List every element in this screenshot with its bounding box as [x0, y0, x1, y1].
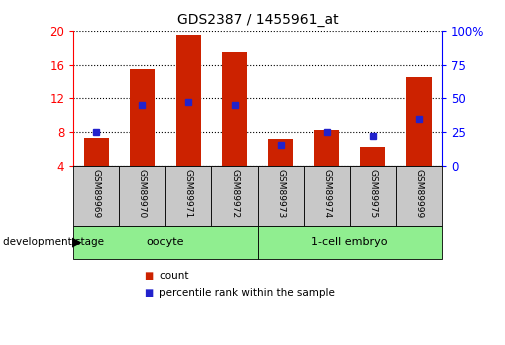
Text: ▶: ▶: [72, 236, 81, 249]
Text: GSM89971: GSM89971: [184, 169, 193, 218]
Bar: [222, 52, 247, 166]
Bar: [406, 77, 431, 166]
Bar: [268, 139, 293, 166]
Title: GDS2387 / 1455961_at: GDS2387 / 1455961_at: [177, 13, 338, 27]
Text: GSM89969: GSM89969: [92, 169, 101, 218]
Text: development stage: development stage: [3, 237, 104, 247]
Bar: [176, 35, 201, 166]
Text: GSM89975: GSM89975: [368, 169, 377, 218]
Bar: [130, 69, 155, 166]
Text: GSM89973: GSM89973: [276, 169, 285, 218]
Text: GSM89974: GSM89974: [322, 169, 331, 218]
Text: 1-cell embryo: 1-cell embryo: [312, 237, 388, 247]
Text: oocyte: oocyte: [146, 237, 184, 247]
Text: ■: ■: [144, 271, 153, 281]
Bar: [84, 138, 109, 166]
Text: count: count: [159, 271, 188, 281]
Bar: [360, 147, 385, 166]
Text: percentile rank within the sample: percentile rank within the sample: [159, 288, 335, 298]
Text: GSM89999: GSM89999: [414, 169, 423, 218]
Text: GSM89970: GSM89970: [138, 169, 147, 218]
Text: GSM89972: GSM89972: [230, 169, 239, 218]
Text: ■: ■: [144, 288, 153, 298]
Bar: [314, 130, 339, 166]
